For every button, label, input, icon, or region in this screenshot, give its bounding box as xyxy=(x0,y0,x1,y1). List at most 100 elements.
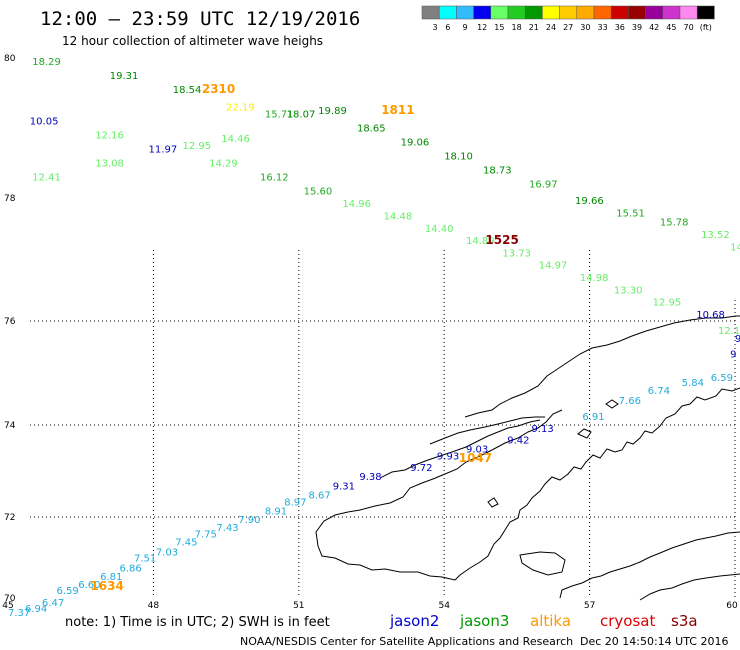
scale-swatch xyxy=(559,5,578,20)
swh-value-label: 9.42 xyxy=(507,435,529,446)
swh-value-label: 12.16 xyxy=(95,131,124,142)
swh-value-label: 15.71 xyxy=(265,110,294,121)
swh-value-label: 14.29 xyxy=(209,159,238,170)
swh-value-label: 9.13 xyxy=(531,424,553,435)
lat-tick-label: 74 xyxy=(4,421,16,431)
credit-line: NOAA/NESDIS Center for Satellite Applica… xyxy=(240,635,573,648)
lon-tick-label: 57 xyxy=(584,601,595,611)
swh-value-label: 6.59 xyxy=(711,373,733,384)
satellite-name-s3a: s3a xyxy=(671,612,698,630)
lat-tick-label: 72 xyxy=(4,513,15,523)
swh-value-label: 7.43 xyxy=(216,523,238,534)
scale-label: 12 xyxy=(477,23,487,32)
swh-value-label: 9 xyxy=(730,349,736,360)
swh-value-label: 11.97 xyxy=(149,145,178,156)
swh-value-label: 12.95 xyxy=(182,141,211,152)
swh-value-label: 7.45 xyxy=(175,537,197,548)
satellite-name-altika: altika xyxy=(530,612,571,630)
map-title: 12:00 – 23:59 UTC 12/19/2016 xyxy=(40,8,360,30)
swh-value-label: 5.84 xyxy=(682,378,704,389)
swh-value-label: 7.51 xyxy=(134,554,156,565)
scale-label: 70 xyxy=(684,23,694,32)
swh-value-label: 6.86 xyxy=(119,564,141,575)
scale-swatch xyxy=(507,5,526,20)
swh-value-label: 15.51 xyxy=(616,208,645,219)
scale-swatch xyxy=(628,5,646,20)
scale-label: 15 xyxy=(494,23,504,32)
lon-tick-label: 54 xyxy=(438,601,450,611)
pass-time-label: 1811 xyxy=(381,103,414,117)
swh-value-label: 7.90 xyxy=(238,515,260,526)
pass-time-label: 1047 xyxy=(459,451,492,465)
scale-swatch xyxy=(438,5,457,20)
swh-value-label: 7.03 xyxy=(156,547,178,558)
scale-swatch xyxy=(610,5,629,20)
swh-value-label: 19.06 xyxy=(401,138,430,149)
swh-value-label: 10.05 xyxy=(30,117,59,128)
swh-value-label: 18.07 xyxy=(287,110,316,121)
color-scale-legend: 3 6 9 12 15 18 21 24 27 30 33 36 39 42 45 70 (ft) xyxy=(421,5,715,32)
swh-value-label: 6.74 xyxy=(648,386,670,397)
swh-value-label: 6.47 xyxy=(42,598,64,609)
generated-timestamp: Dec 20 14:50:14 UTC 2016 xyxy=(580,635,728,648)
swh-value-label: 14 xyxy=(730,242,740,253)
pass-time-labels: 2310 1811 1525 1047 1634 xyxy=(90,82,518,593)
scale-swatch xyxy=(576,5,595,20)
swh-value-label: 16.97 xyxy=(529,180,558,191)
scale-label: 39 xyxy=(632,23,642,32)
swh-value-label: 13.52 xyxy=(701,230,730,241)
pass-time-label: 1525 xyxy=(485,233,518,247)
satellite-name-jason3: jason3 xyxy=(459,612,509,630)
swh-value-label: 12.95 xyxy=(653,298,682,309)
swh-value-label: 14.48 xyxy=(384,212,413,223)
swh-value-label: 12.41 xyxy=(32,173,61,184)
swh-value-label: 6.94 xyxy=(25,604,47,615)
scale-swatch xyxy=(490,5,509,20)
scale-swatch xyxy=(645,5,664,20)
swh-value-label: 8.67 xyxy=(308,491,330,502)
swh-value-label: 22.19 xyxy=(226,103,255,114)
swh-value-label: 14.97 xyxy=(539,261,568,272)
map-subtitle: 12 hour collection of altimeter wave hei… xyxy=(62,34,323,48)
scale-swatch xyxy=(542,5,560,20)
swh-value-label: 6.60 xyxy=(78,580,100,591)
swh-value-label: 18.29 xyxy=(32,57,61,68)
swh-value-label: 19.31 xyxy=(110,71,139,82)
swh-value-label: 8.97 xyxy=(284,498,306,509)
graticule xyxy=(30,250,736,598)
pass-time-label: 1634 xyxy=(90,579,123,593)
scale-label: 24 xyxy=(546,23,556,32)
lat-tick-label: 70 xyxy=(4,594,16,604)
swh-value-label: 13.73 xyxy=(502,248,531,259)
axis-labels: 70 72 74 76 78 80 45 48 51 54 57 60 xyxy=(2,54,738,611)
scale-swatch xyxy=(696,5,715,20)
scale-label: 27 xyxy=(563,23,573,32)
swh-value-label: 7.75 xyxy=(195,529,217,540)
lon-tick-label: 45 xyxy=(2,601,13,611)
coastline-novaya-zemlya xyxy=(315,315,740,601)
swh-value-label: 10.68 xyxy=(696,310,725,321)
scale-label: 9 xyxy=(462,23,467,32)
lat-tick-label: 78 xyxy=(4,194,16,204)
swh-value-label: 14.98 xyxy=(580,273,609,284)
lon-tick-label: 51 xyxy=(293,601,304,611)
scale-label: (ft) xyxy=(700,23,712,32)
swh-value-label: 15.60 xyxy=(304,187,333,198)
swh-value-label: 9.03 xyxy=(466,445,488,456)
swh-value-label: 6.81 xyxy=(100,572,122,583)
swh-value-label: 9.31 xyxy=(333,481,355,492)
units-note: note: 1) Time is in UTC; 2) SWH is in fe… xyxy=(65,615,330,630)
swh-value-label: 9.93 xyxy=(437,452,459,463)
swh-value-label: 9 xyxy=(735,334,740,345)
scale-swatch xyxy=(473,5,492,20)
swh-value-label: 19.89 xyxy=(318,106,347,117)
scale-label: 45 xyxy=(666,23,676,32)
scale-swatch xyxy=(662,5,681,20)
swh-value-label: 8.91 xyxy=(265,507,287,518)
scale-label: 33 xyxy=(598,23,608,32)
swh-value-label: 6.91 xyxy=(582,412,604,423)
swh-value-label: 18.54 xyxy=(173,85,202,96)
swh-value-label: 19.66 xyxy=(575,196,604,207)
